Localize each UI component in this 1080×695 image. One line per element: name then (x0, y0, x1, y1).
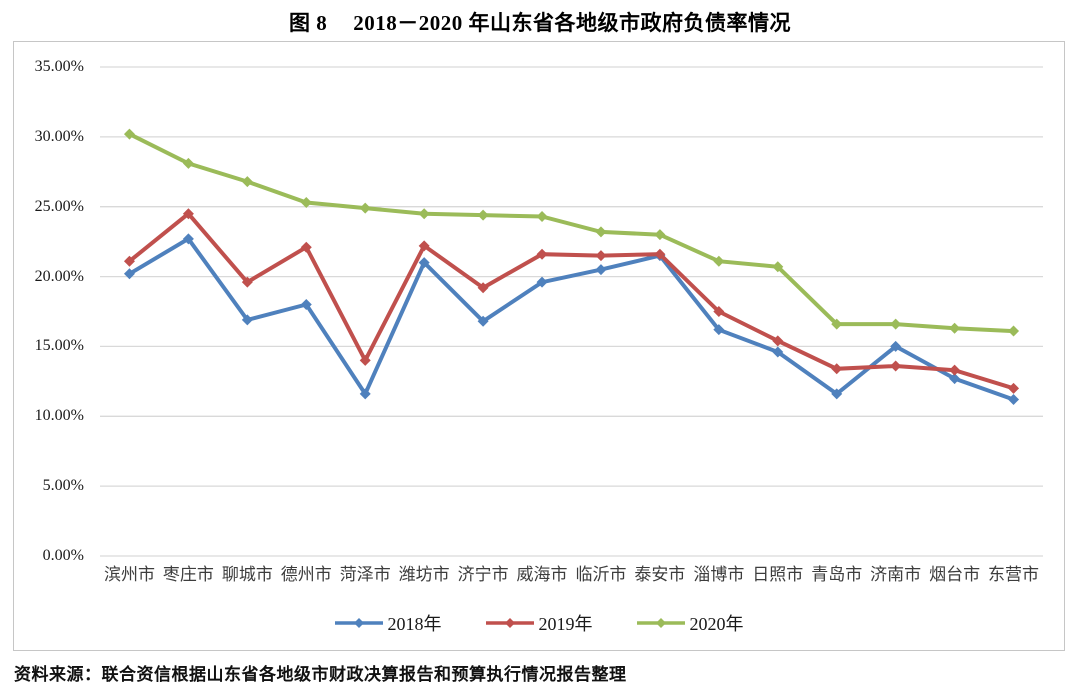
x-axis-label: 潍坊市 (398, 565, 450, 584)
x-axis-label: 聊城市 (221, 565, 273, 584)
legend-item-2018年: 2018年 (334, 610, 442, 636)
source-note: 资料来源：联合资信根据山东省各地级市财政决算报告和预算执行情况报告整理 (14, 665, 627, 684)
data-point-marker (123, 128, 135, 140)
data-point-marker (595, 264, 607, 276)
data-point-marker (123, 268, 135, 280)
data-point-marker (831, 388, 843, 400)
data-point-marker (831, 363, 843, 375)
plot-svg (100, 66, 1043, 557)
data-point-marker (1008, 382, 1020, 394)
data-point-marker (182, 233, 194, 245)
data-point-marker (595, 226, 607, 238)
x-axis-label: 淄博市 (693, 565, 745, 584)
data-point-marker (477, 315, 489, 327)
legend-label: 2019年 (538, 614, 593, 634)
figure-number: 图 8 (289, 11, 328, 35)
data-point-marker (949, 373, 961, 385)
figure-title: 图 8 2018－2020 年山东省各地级市政府负债率情况 (0, 7, 1080, 37)
data-point-marker (1008, 394, 1020, 406)
x-axis-label: 济南市 (870, 565, 922, 584)
data-point-marker (241, 314, 253, 326)
x-axis-label: 枣庄市 (162, 565, 214, 584)
x-axis-label: 日照市 (752, 565, 804, 584)
x-axis-label: 临沂市 (575, 565, 627, 584)
data-point-marker (300, 299, 312, 311)
legend-item-2020年: 2020年 (636, 610, 744, 636)
x-axis-label: 济宁市 (457, 565, 509, 584)
data-point-marker (241, 176, 253, 188)
legend-line-marker-icon (334, 618, 383, 628)
legend-line-marker-icon (636, 618, 685, 628)
data-point-marker (595, 250, 607, 262)
x-axis-label: 威海市 (516, 565, 568, 584)
legend-line-marker-icon (485, 618, 534, 628)
data-point-marker (536, 248, 548, 260)
data-point-marker (418, 257, 430, 269)
y-tick-label: 35.00% (34, 58, 84, 75)
series-line-2018年 (128, 236, 1015, 402)
x-axis-label: 泰安市 (634, 565, 686, 584)
series-line-2020年 (128, 132, 1014, 334)
y-tick-label: 25.00% (34, 197, 84, 215)
y-tick-label: 0.00% (42, 547, 84, 564)
data-point-marker (713, 306, 725, 317)
y-tick-label: 20.00% (34, 267, 84, 285)
data-point-marker (949, 364, 961, 376)
x-axis-label: 菏泽市 (339, 565, 391, 584)
x-axis-labels: 滨州市 枣庄市 聊城市 德州市 菏泽市 潍坊市 济宁市 威海市 临沂市 泰安市 淄博市 日照市 青岛市济… (100, 563, 1043, 587)
data-point-marker (477, 282, 489, 294)
data-point-marker (300, 197, 312, 209)
chart-frame: 0.00% 5.00% 10.00% 15.00% 20.00% 25.00% 30.00%… (13, 41, 1065, 651)
data-point-marker (713, 255, 725, 267)
data-point-marker (890, 340, 902, 352)
legend-label: 2018年 (387, 614, 442, 634)
data-point-marker (359, 388, 371, 400)
data-point-marker (241, 276, 253, 288)
data-point-marker (536, 276, 548, 288)
data-point-marker (477, 209, 489, 221)
x-axis-label: 滨州市 (103, 565, 155, 584)
legend-item-2019年: 2019年 (485, 610, 593, 636)
x-axis-label: 德州市 (280, 565, 332, 584)
data-point-marker (300, 241, 312, 253)
data-point-marker (890, 318, 902, 330)
data-point-marker (182, 208, 194, 220)
data-point-marker (772, 335, 784, 347)
y-tick-label: 10.00% (34, 407, 84, 425)
data-point-marker (536, 210, 548, 222)
data-point-marker (831, 318, 843, 330)
data-point-marker (772, 346, 784, 358)
series-line-2019年 (128, 210, 1015, 391)
data-point-marker (772, 261, 784, 273)
data-point-marker (182, 157, 194, 169)
y-tick-label: 30.00% (34, 127, 84, 145)
data-point-marker (1008, 325, 1020, 337)
legend-label: 2020年 (689, 614, 744, 634)
x-axis-label: 东营市 (988, 565, 1040, 584)
y-tick-label: 5.00% (42, 477, 84, 495)
data-point-marker (654, 248, 666, 260)
y-tick-label: 15.00% (34, 337, 84, 355)
data-point-marker (359, 354, 371, 366)
data-point-marker (359, 202, 371, 214)
legend: 2018年 2019年 2020年 (14, 610, 1064, 636)
data-point-marker (418, 240, 430, 252)
data-point-marker (418, 208, 430, 220)
x-axis-label: 烟台市 (929, 565, 981, 584)
figure-title-text: 2018－2020 年山东省各地级市政府负债率情况 (353, 11, 791, 35)
y-axis-labels: 0.00% 5.00% 10.00% 15.00% 20.00% 25.00% 30.00%… (14, 42, 84, 572)
data-point-marker (949, 322, 961, 334)
data-point-marker (654, 229, 666, 241)
data-point-marker (123, 255, 135, 267)
data-point-marker (890, 360, 902, 372)
x-axis-label: 青岛市 (811, 565, 863, 584)
data-point-marker (713, 324, 725, 336)
